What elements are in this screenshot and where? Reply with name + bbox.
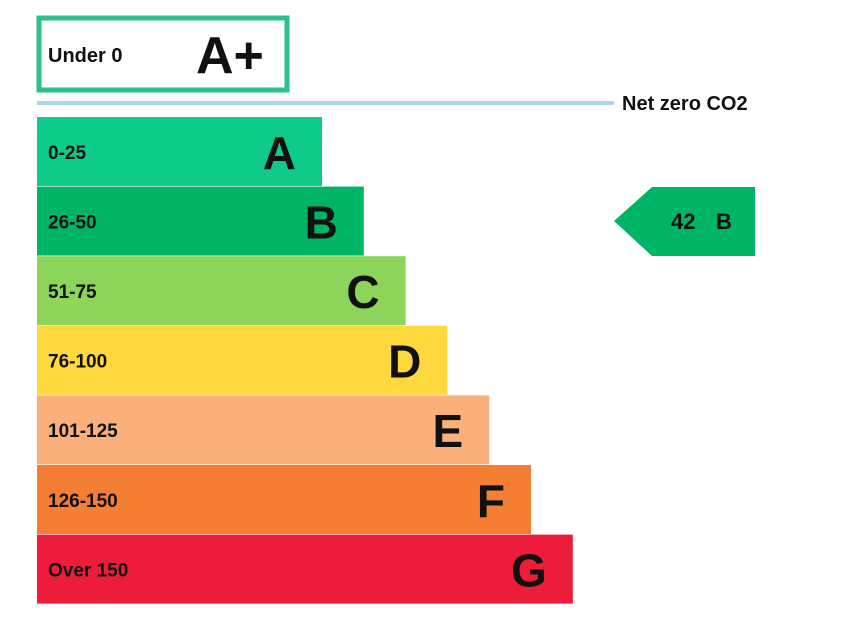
- band-e-letter: E: [433, 405, 464, 457]
- band-c-letter: C: [346, 266, 379, 318]
- band-c-range-label: 51-75: [48, 282, 97, 303]
- current-rating-arrow: [614, 187, 755, 256]
- a-plus-letter: A+: [196, 27, 264, 85]
- rating-bands: 0-25 A 26-50 B 51-75 C 76-100 D 101-125 E 126-150 F…: [37, 117, 573, 604]
- band-d-bar: [37, 325, 448, 395]
- net-zero-label: Net zero CO2: [622, 93, 748, 115]
- a-plus-band-box: [36, 15, 290, 93]
- a-plus-range-label: Under 0: [48, 45, 122, 67]
- band-e-range-label: 101-125: [48, 421, 118, 442]
- band-a-range-label: 0-25: [48, 143, 86, 164]
- band-g-bar: [37, 534, 573, 604]
- band-g-letter: G: [511, 544, 547, 596]
- current-rating-value: 42: [671, 209, 695, 234]
- band-b-range-label: 26-50: [48, 212, 97, 233]
- band-d-letter: D: [388, 336, 421, 388]
- band-a-letter: A: [263, 127, 296, 179]
- band-c-bar: [37, 256, 406, 326]
- band-f-bar: [37, 465, 531, 534]
- band-f-range-label: 126-150: [48, 491, 118, 512]
- current-rating-letter: B: [716, 209, 732, 234]
- band-g-range-label: Over 150: [48, 560, 128, 581]
- band-f-letter: F: [477, 475, 505, 527]
- band-a-bar: [37, 117, 322, 186]
- band-b-bar: [37, 186, 364, 256]
- band-b-letter: B: [305, 196, 338, 248]
- band-e-bar: [37, 395, 490, 465]
- band-d-range-label: 76-100: [48, 352, 107, 373]
